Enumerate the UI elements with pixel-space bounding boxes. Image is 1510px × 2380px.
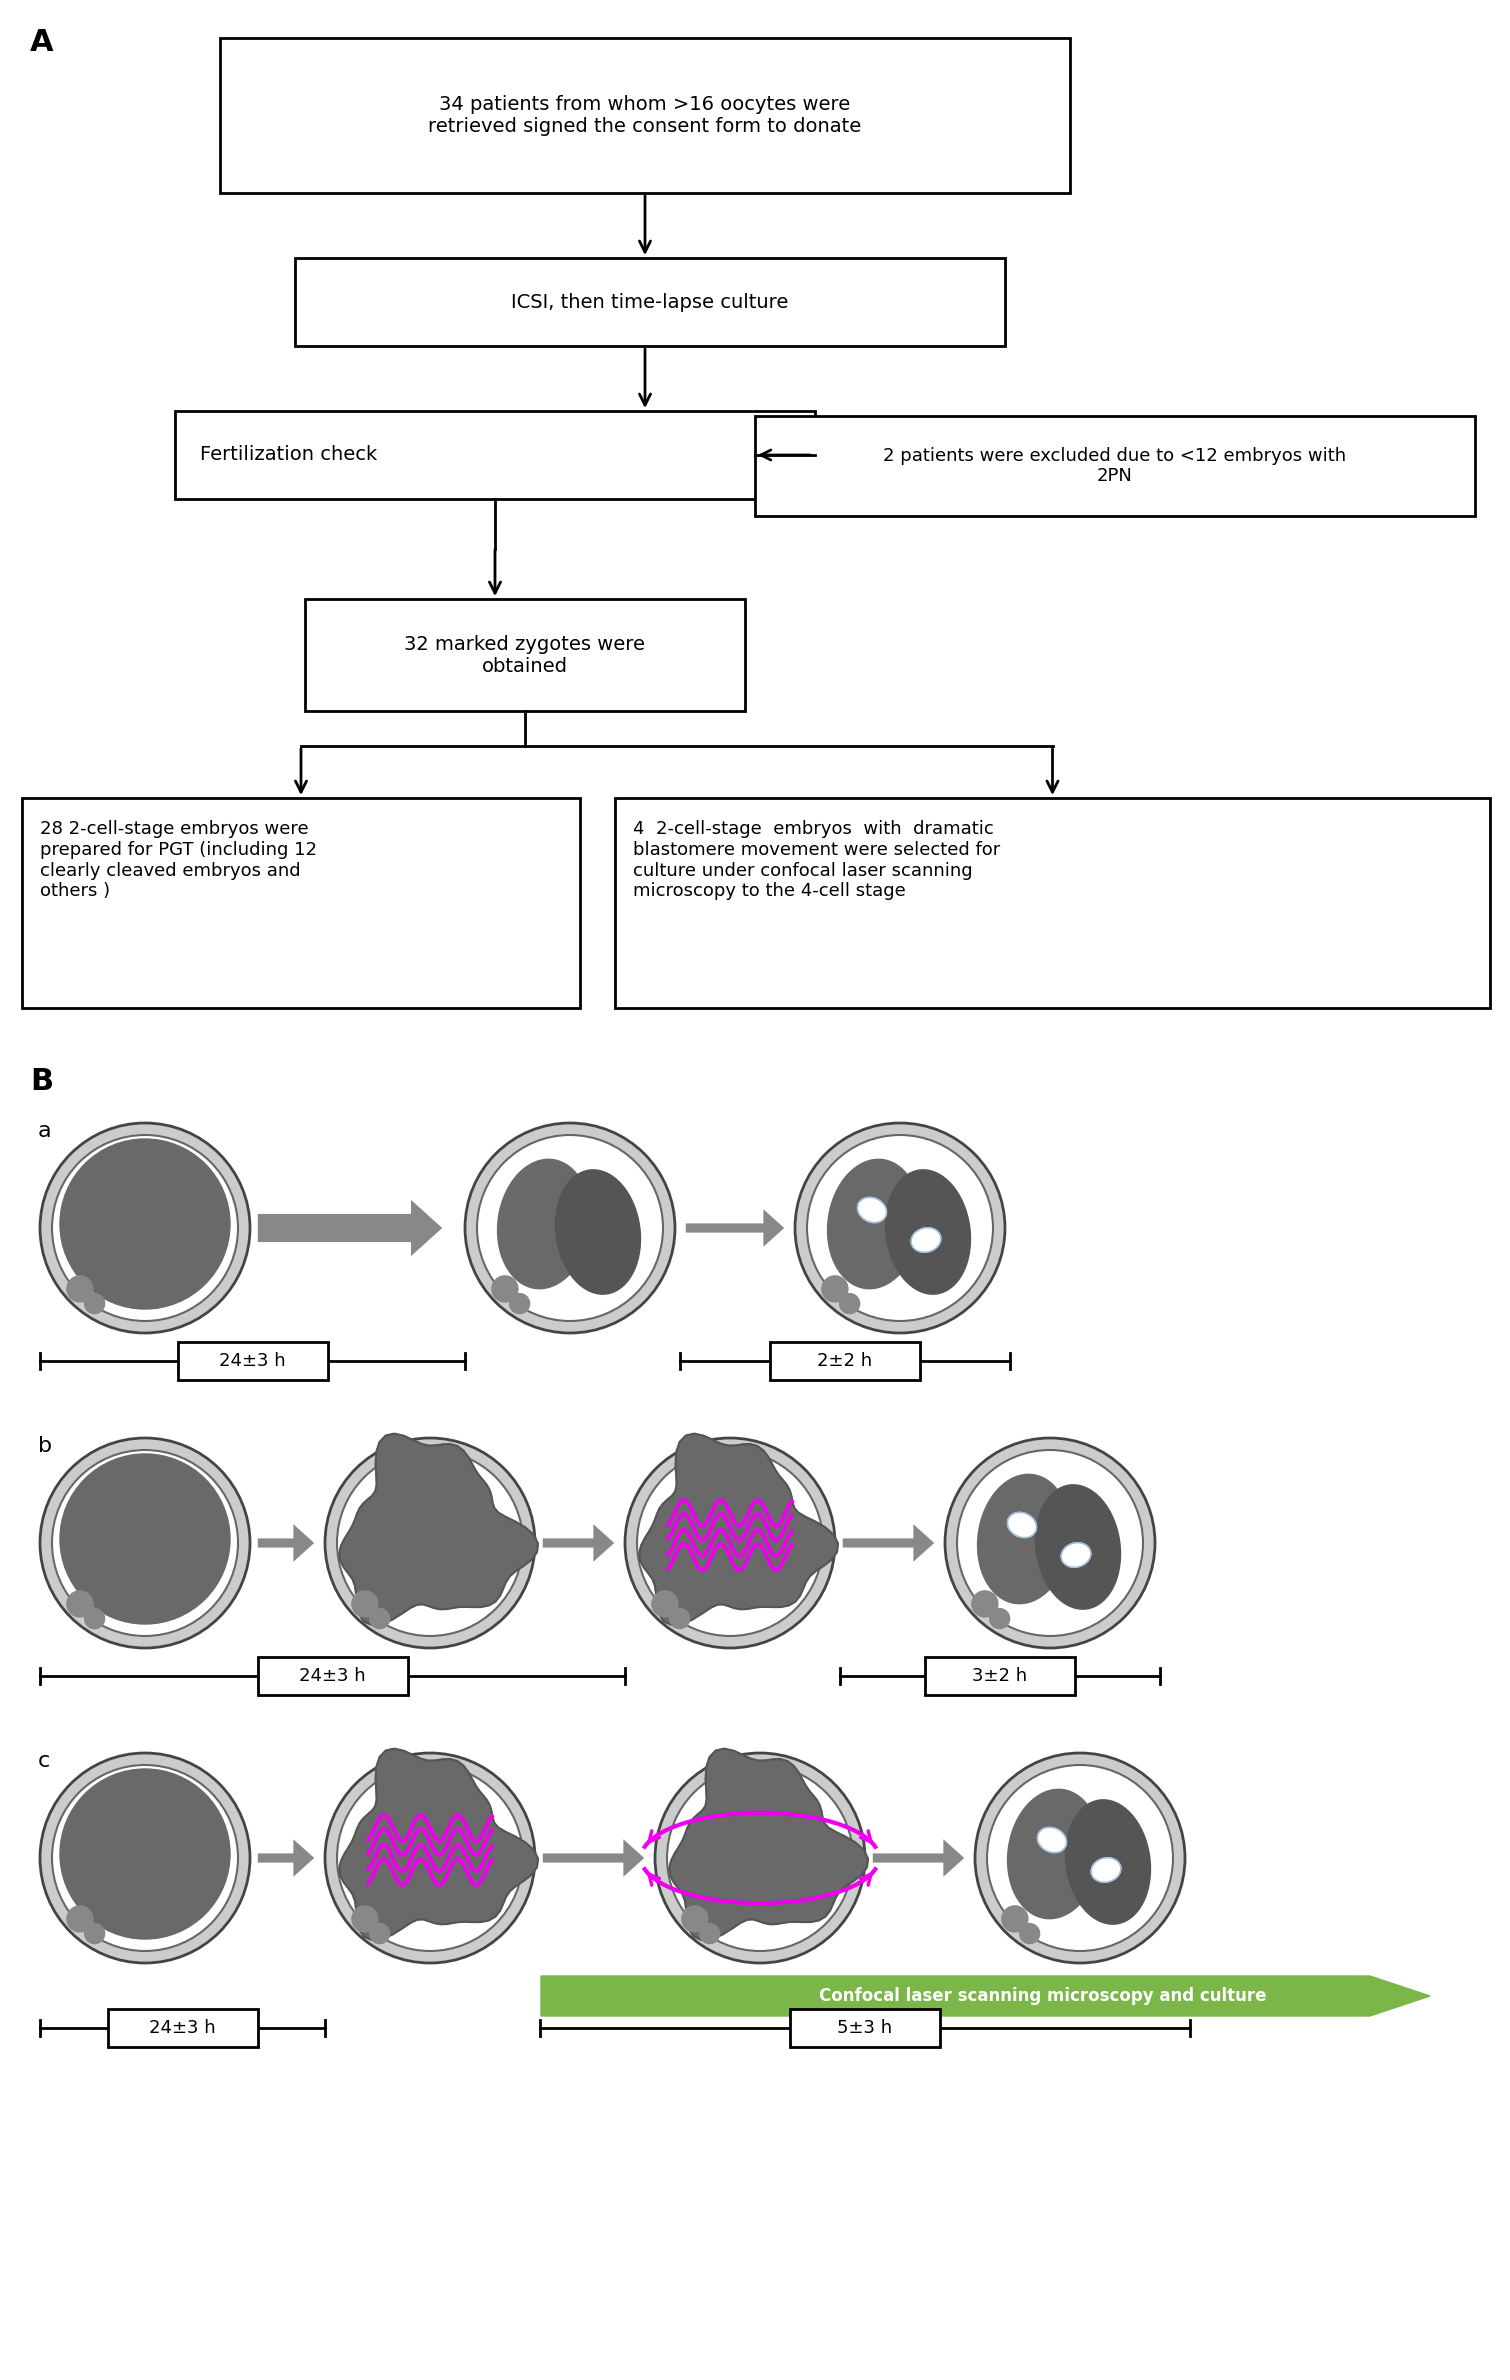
Circle shape xyxy=(1019,1923,1039,1944)
Circle shape xyxy=(337,1449,522,1635)
Circle shape xyxy=(492,1276,518,1302)
Text: a: a xyxy=(38,1121,51,1140)
Circle shape xyxy=(625,1438,835,1647)
Circle shape xyxy=(352,1906,378,1933)
Circle shape xyxy=(66,1276,94,1302)
FancyBboxPatch shape xyxy=(220,38,1071,193)
Circle shape xyxy=(477,1135,663,1321)
Ellipse shape xyxy=(827,1159,921,1288)
Ellipse shape xyxy=(498,1159,590,1288)
FancyBboxPatch shape xyxy=(305,600,744,712)
Circle shape xyxy=(325,1754,535,1963)
Circle shape xyxy=(957,1449,1143,1635)
FancyBboxPatch shape xyxy=(175,412,815,500)
Ellipse shape xyxy=(911,1228,941,1252)
Circle shape xyxy=(51,1766,239,1952)
Text: 3±2 h: 3±2 h xyxy=(972,1666,1028,1685)
FancyBboxPatch shape xyxy=(755,416,1475,516)
Circle shape xyxy=(66,1590,94,1616)
Text: 32 marked zygotes were
obtained: 32 marked zygotes were obtained xyxy=(405,635,645,676)
Circle shape xyxy=(325,1438,535,1647)
Text: b: b xyxy=(38,1435,53,1457)
Circle shape xyxy=(655,1754,865,1963)
FancyBboxPatch shape xyxy=(294,257,1006,345)
Ellipse shape xyxy=(1062,1542,1090,1566)
Text: A: A xyxy=(30,29,54,57)
FancyArrow shape xyxy=(541,1975,1430,2016)
Circle shape xyxy=(370,1609,390,1628)
Circle shape xyxy=(667,1766,853,1952)
Text: 2±2 h: 2±2 h xyxy=(817,1352,873,1371)
Circle shape xyxy=(1003,1906,1028,1933)
Ellipse shape xyxy=(1037,1828,1066,1852)
Circle shape xyxy=(840,1295,859,1314)
Circle shape xyxy=(794,1123,1006,1333)
Text: Confocal laser scanning microscopy and culture: Confocal laser scanning microscopy and c… xyxy=(818,1987,1267,2004)
Circle shape xyxy=(988,1766,1173,1952)
Circle shape xyxy=(637,1449,823,1635)
Circle shape xyxy=(39,1754,251,1963)
Circle shape xyxy=(370,1923,390,1944)
Ellipse shape xyxy=(885,1171,971,1295)
Polygon shape xyxy=(669,1749,868,1940)
Text: 5±3 h: 5±3 h xyxy=(838,2018,892,2037)
Ellipse shape xyxy=(556,1171,640,1295)
Circle shape xyxy=(85,1609,104,1628)
Text: 28 2-cell-stage embryos were
prepared for PGT (including 12
clearly cleaved embr: 28 2-cell-stage embryos were prepared fo… xyxy=(39,821,317,900)
Ellipse shape xyxy=(858,1197,886,1223)
Ellipse shape xyxy=(1007,1790,1101,1918)
FancyBboxPatch shape xyxy=(926,1656,1075,1695)
Text: 24±3 h: 24±3 h xyxy=(299,1666,365,1685)
Text: Fertilization check: Fertilization check xyxy=(199,445,378,464)
FancyBboxPatch shape xyxy=(790,2009,941,2047)
FancyBboxPatch shape xyxy=(178,1342,328,1380)
Circle shape xyxy=(972,1590,998,1616)
Circle shape xyxy=(60,1140,230,1309)
Ellipse shape xyxy=(977,1473,1071,1604)
Text: ICSI, then time-lapse culture: ICSI, then time-lapse culture xyxy=(512,293,788,312)
Text: 4  2-cell-stage  embryos  with  dramatic
blastomere movement were selected for
c: 4 2-cell-stage embryos with dramatic bla… xyxy=(633,821,1000,900)
Circle shape xyxy=(39,1438,251,1647)
Circle shape xyxy=(51,1135,239,1321)
Circle shape xyxy=(85,1295,104,1314)
Circle shape xyxy=(60,1768,230,1940)
Circle shape xyxy=(975,1754,1185,1963)
Ellipse shape xyxy=(1036,1485,1120,1609)
Circle shape xyxy=(509,1295,530,1314)
Circle shape xyxy=(39,1123,251,1333)
Ellipse shape xyxy=(1007,1511,1036,1537)
Polygon shape xyxy=(340,1749,538,1940)
Text: 34 patients from whom >16 oocytes were
retrieved signed the consent form to dona: 34 patients from whom >16 oocytes were r… xyxy=(429,95,862,136)
Circle shape xyxy=(821,1276,849,1302)
Circle shape xyxy=(51,1449,239,1635)
Circle shape xyxy=(989,1609,1010,1628)
FancyBboxPatch shape xyxy=(107,2009,258,2047)
Circle shape xyxy=(60,1454,230,1623)
Circle shape xyxy=(699,1923,720,1944)
Text: B: B xyxy=(30,1066,53,1097)
Text: 2 patients were excluded due to <12 embryos with
2PN: 2 patients were excluded due to <12 embr… xyxy=(883,447,1347,486)
Circle shape xyxy=(669,1609,690,1628)
Ellipse shape xyxy=(1066,1799,1151,1923)
Text: c: c xyxy=(38,1752,50,1771)
Circle shape xyxy=(806,1135,994,1321)
Text: 24±3 h: 24±3 h xyxy=(219,1352,285,1371)
Circle shape xyxy=(352,1590,378,1616)
Circle shape xyxy=(683,1906,708,1933)
Circle shape xyxy=(465,1123,675,1333)
Circle shape xyxy=(945,1438,1155,1647)
Circle shape xyxy=(652,1590,678,1616)
Circle shape xyxy=(337,1766,522,1952)
Polygon shape xyxy=(639,1433,838,1626)
FancyBboxPatch shape xyxy=(770,1342,920,1380)
Polygon shape xyxy=(340,1433,538,1626)
FancyBboxPatch shape xyxy=(23,797,580,1009)
FancyBboxPatch shape xyxy=(615,797,1490,1009)
Ellipse shape xyxy=(1092,1859,1120,1883)
Circle shape xyxy=(66,1906,94,1933)
Text: 24±3 h: 24±3 h xyxy=(149,2018,216,2037)
FancyBboxPatch shape xyxy=(258,1656,408,1695)
Circle shape xyxy=(85,1923,104,1944)
